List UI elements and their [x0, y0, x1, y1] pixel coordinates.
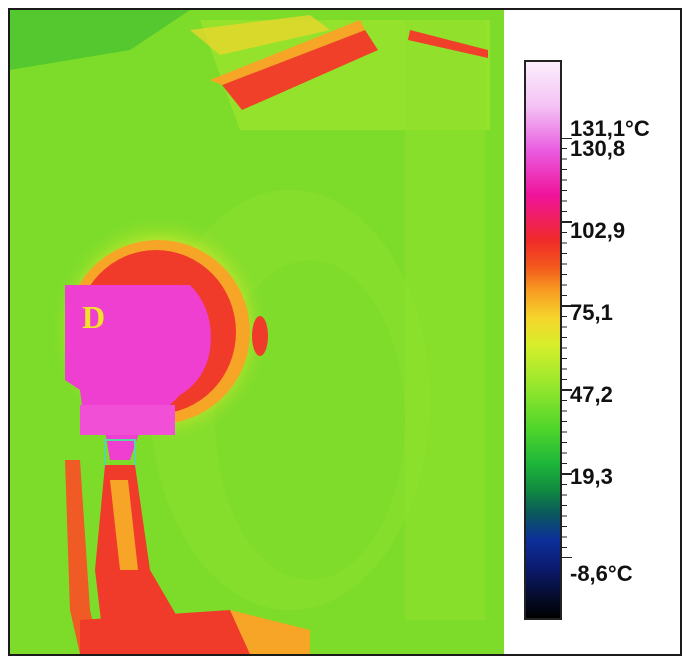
- top-right-pipe: [408, 30, 488, 58]
- marker-label-d: D: [82, 299, 105, 335]
- top-hot-pipe: [222, 30, 378, 110]
- small-hot-spot: [252, 316, 268, 356]
- thermal-image: D: [10, 10, 504, 654]
- top-left-dark-area: [10, 10, 190, 70]
- bottom-hot-area: [80, 610, 250, 654]
- thermal-image-frame: D 131,1°C 130,8 102,9 75,1 47,2 19,3 -8,…: [8, 8, 682, 656]
- scale-max-label: 131,1°C: [570, 116, 650, 141]
- temperature-scale-panel: 131,1°C 130,8 102,9 75,1 47,2 19,3 -8,6°…: [504, 10, 680, 654]
- scale-label-75-1: 75,1: [570, 300, 613, 325]
- motor-flange: [80, 405, 175, 435]
- top-hot-pipe-edge: [210, 20, 365, 85]
- lower-pipe-highlight: [110, 480, 138, 570]
- scale-label-130-8: 130,8: [570, 136, 626, 161]
- left-hot-rod: [65, 460, 100, 654]
- scale-label-102-9: 102,9: [570, 218, 626, 243]
- scale-ticks: [560, 138, 572, 558]
- scale-min-label: -8,6°C: [570, 561, 633, 586]
- scale-label-47-2: 47,2: [570, 382, 613, 407]
- temperature-color-bar: [524, 60, 562, 620]
- scale-label-19-3: 19,3: [570, 464, 613, 489]
- bottom-warm-area: [230, 610, 310, 654]
- top-pipe-glow: [190, 15, 330, 55]
- right-column: [405, 20, 485, 620]
